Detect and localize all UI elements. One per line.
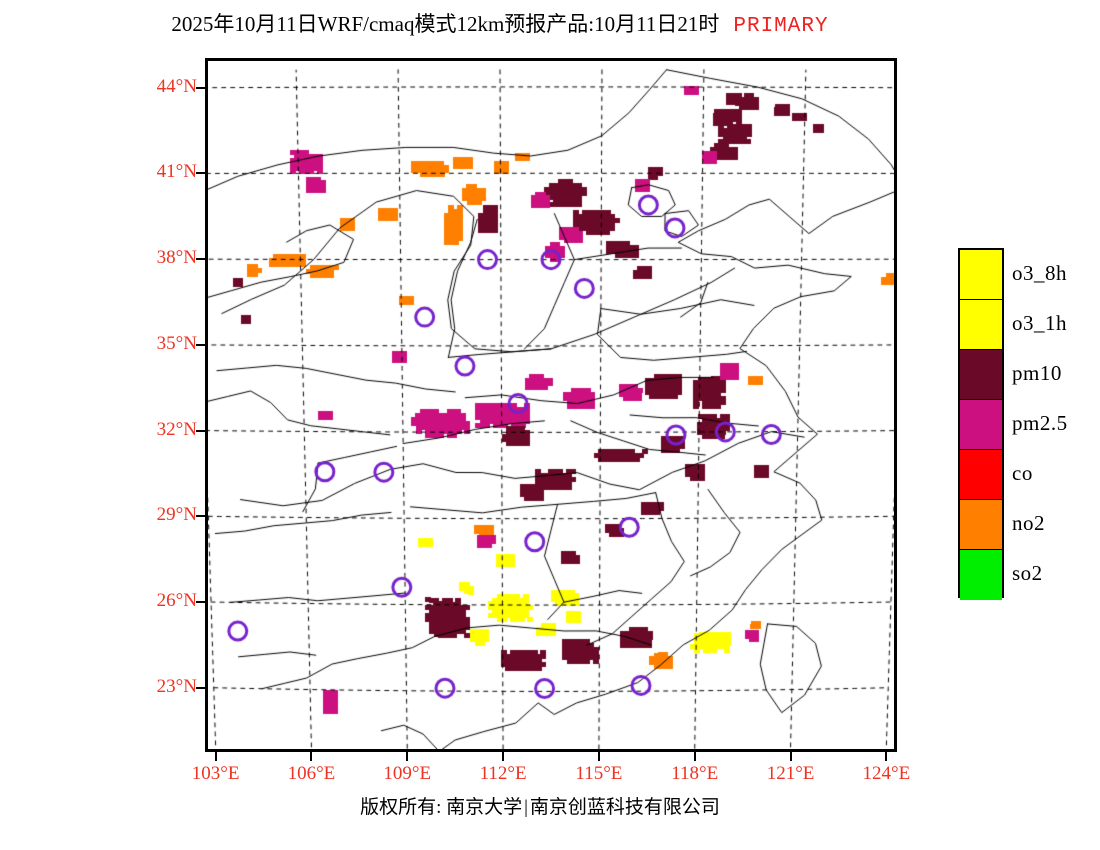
- x-axis-tick-label: 115°E: [575, 763, 623, 784]
- y-axis-tick-mark: [196, 515, 207, 518]
- x-axis-tick-label: 112°E: [479, 763, 527, 784]
- y-axis-tick-mark: [196, 86, 207, 89]
- legend-label-so2: so2: [1012, 561, 1043, 585]
- legend-swatch-pm10[interactable]: [960, 350, 1002, 400]
- x-axis-tick-mark: [789, 750, 792, 761]
- legend-swatch-o38h[interactable]: [960, 250, 1002, 300]
- x-axis-tick-label: 121°E: [766, 763, 815, 784]
- footer-right: 南京创蓝科技有限公司: [529, 797, 720, 818]
- x-axis-tick-label: 103°E: [191, 763, 240, 784]
- x-axis-tick-mark: [406, 750, 409, 761]
- y-axis-tick-label: 26°N: [156, 590, 197, 612]
- map-plot-area[interactable]: [205, 58, 897, 752]
- footer-separator: |: [524, 797, 528, 818]
- x-axis-tick-label: 106°E: [287, 763, 336, 784]
- y-axis-tick-mark: [196, 343, 207, 346]
- legend-swatch-so2[interactable]: [960, 550, 1002, 600]
- map-canvas[interactable]: [208, 61, 894, 749]
- y-axis-tick-mark: [196, 601, 207, 604]
- y-axis-tick-label: 23°N: [156, 675, 197, 697]
- legend-swatch-no2[interactable]: [960, 500, 1002, 550]
- x-axis-tick-mark: [502, 750, 505, 761]
- y-axis-tick-label: 38°N: [156, 247, 197, 269]
- legend-label-no2: no2: [1012, 511, 1045, 535]
- x-axis-tick-mark: [310, 750, 313, 761]
- page-title: 2025年10月11日WRF/cmaq模式12km预报产品:10月11日21时 P…: [0, 12, 1000, 39]
- primary-tag: PRIMARY: [733, 15, 829, 38]
- x-axis-tick-label: 118°E: [671, 763, 719, 784]
- legend-label-o31h: o3_1h: [1012, 311, 1067, 335]
- y-axis-tick-mark: [196, 258, 207, 261]
- legend-label-pm25: pm2.5: [1012, 411, 1068, 435]
- legend-box: [958, 248, 1004, 600]
- legend-swatch-co[interactable]: [960, 450, 1002, 500]
- legend-swatch-pm25[interactable]: [960, 400, 1002, 450]
- x-axis-tick-label: 109°E: [383, 763, 432, 784]
- x-axis-tick-mark: [214, 750, 217, 761]
- copyright-footer: 版权所有: 南京大学 | 南京创蓝科技有限公司: [0, 792, 1080, 819]
- x-axis-tick-mark: [693, 750, 696, 761]
- legend-swatch-o31h[interactable]: [960, 300, 1002, 350]
- footer-left: 版权所有: 南京大学: [360, 797, 523, 818]
- y-axis-tick-label: 29°N: [156, 504, 197, 526]
- x-axis-tick-mark: [885, 750, 888, 761]
- title-text: 2025年10月11日WRF/cmaq模式12km预报产品:10月11日21时: [171, 12, 720, 36]
- y-axis-tick-mark: [196, 172, 207, 175]
- x-axis-tick-label: 124°E: [862, 763, 911, 784]
- y-axis-tick-mark: [196, 686, 207, 689]
- legend-label-o38h: o3_8h: [1012, 261, 1067, 285]
- legend-label-co: co: [1012, 461, 1033, 485]
- y-axis-tick-label: 35°N: [156, 332, 197, 354]
- x-axis-tick-mark: [597, 750, 600, 761]
- legend-label-pm10: pm10: [1012, 361, 1062, 385]
- y-axis-tick-label: 44°N: [156, 75, 197, 97]
- y-axis-tick-mark: [196, 429, 207, 432]
- y-axis-tick-label: 32°N: [156, 418, 197, 440]
- y-axis-tick-label: 41°N: [156, 161, 197, 183]
